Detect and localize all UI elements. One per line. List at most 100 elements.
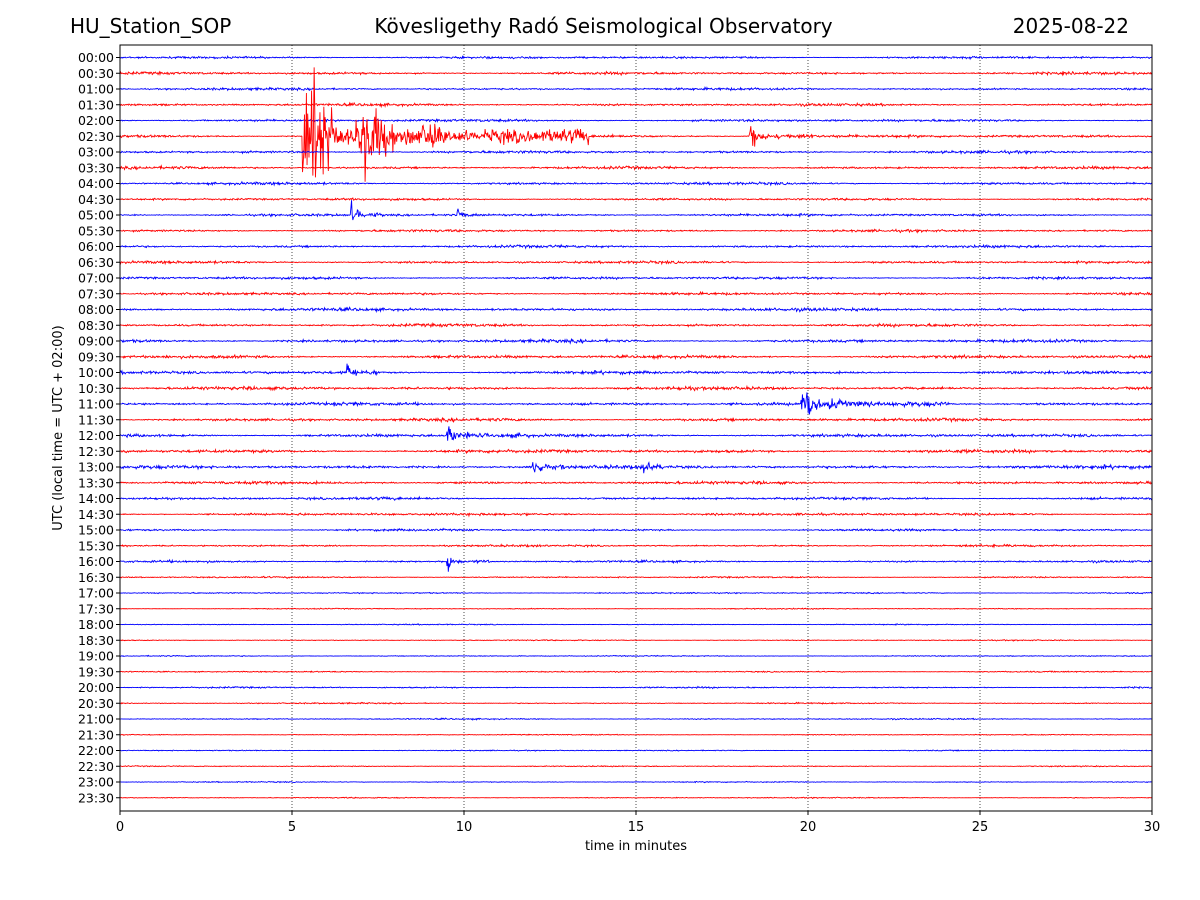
y-tick-label: 19:00 (78, 649, 114, 664)
trace-1930 (119, 670, 1153, 674)
trace-0630 (119, 259, 1153, 266)
y-tick-label: 12:00 (78, 428, 114, 443)
y-tick-label: 17:30 (78, 601, 114, 616)
y-tick-label: 22:30 (78, 759, 114, 774)
x-tick-label: 5 (288, 820, 296, 835)
y-tick-label: 02:30 (78, 129, 114, 144)
y-tick-label: 00:00 (78, 50, 114, 65)
y-tick-label: 13:00 (78, 460, 114, 475)
x-tick-label: 0 (116, 820, 124, 835)
y-tick-label: 05:00 (78, 208, 114, 223)
x-tick-label: 25 (972, 820, 989, 835)
trace-0230 (119, 67, 1153, 182)
trace-1730 (119, 607, 1153, 611)
x-axis-label: time in minutes (585, 839, 687, 854)
trace-0500 (119, 200, 1153, 221)
trace-2030 (119, 701, 1153, 705)
trace-0600 (119, 243, 1153, 250)
y-tick-label: 10:30 (78, 381, 114, 396)
y-tick-label: 21:00 (78, 712, 114, 727)
y-tick-label: 09:00 (78, 334, 114, 349)
y-tick-label: 16:30 (78, 570, 114, 585)
trace-1700 (119, 591, 1153, 595)
y-tick-label: 10:00 (78, 365, 114, 380)
y-tick-label: 23:00 (78, 775, 114, 790)
trace-0530 (119, 228, 1153, 234)
trace-1200 (119, 426, 1153, 441)
trace-1800 (119, 623, 1153, 626)
trace-2200 (119, 749, 1153, 752)
trace-0730 (119, 290, 1153, 297)
trace-0330 (119, 164, 1153, 171)
y-tick-label: 18:00 (78, 617, 114, 632)
x-axis: 0 5 10 15 20 25 30 (116, 811, 1160, 835)
trace-0030 (119, 70, 1153, 77)
y-tick-label: 03:30 (78, 160, 114, 175)
y-tick-label: 02:00 (78, 113, 114, 128)
x-tick-label: 20 (800, 820, 817, 835)
x-tick-label: 10 (456, 820, 473, 835)
y-tick-label: 05:30 (78, 223, 114, 238)
y-tick-label: 11:00 (78, 397, 114, 412)
y-tick-label: 01:30 (78, 97, 114, 112)
plot-background (120, 45, 1152, 811)
y-tick-label: 00:30 (78, 66, 114, 81)
y-tick-label: 20:30 (78, 696, 114, 711)
trace-0100 (119, 86, 1153, 92)
y-tick-label: 20:00 (78, 680, 114, 695)
y-tick-label: 23:30 (78, 790, 114, 805)
chart-title: Kövesligethy Radó Seismological Observat… (374, 14, 833, 38)
y-tick-label: 03:00 (78, 145, 114, 160)
station-name: HU_Station_SOP (70, 14, 232, 38)
trace-1900 (119, 654, 1153, 658)
y-tick-label: 18:30 (78, 633, 114, 648)
y-axis-label: UTC (local time = UTC + 02:00) (51, 325, 66, 530)
y-tick-label: 04:30 (78, 192, 114, 207)
trace-1630 (119, 575, 1153, 579)
y-axis: 00:0000:3001:0001:3002:0002:3003:0003:30… (78, 50, 120, 805)
trace-2300 (119, 780, 1153, 784)
trace-0130 (119, 101, 1153, 109)
y-tick-label: 13:30 (78, 475, 114, 490)
y-tick-label: 12:30 (78, 444, 114, 459)
trace-0700 (119, 275, 1153, 281)
trace-2000 (119, 685, 1153, 690)
y-tick-label: 06:30 (78, 255, 114, 270)
y-tick-label: 15:30 (78, 538, 114, 553)
trace-0430 (119, 197, 1153, 202)
trace-2330 (119, 796, 1153, 800)
trace-2100 (119, 717, 1153, 721)
y-tick-label: 19:30 (78, 664, 114, 679)
trace-0200 (119, 118, 1153, 123)
trace-0900 (119, 337, 1153, 345)
y-tick-label: 15:00 (78, 523, 114, 538)
trace-1600 (119, 557, 1153, 572)
trace-1000 (119, 363, 1153, 377)
trace-0830 (119, 322, 1153, 329)
y-tick-label: 01:00 (78, 82, 114, 97)
traces (119, 55, 1153, 800)
trace-2230 (119, 764, 1153, 768)
y-tick-label: 14:30 (78, 507, 114, 522)
trace-1400 (119, 495, 1153, 502)
y-tick-label: 22:00 (78, 743, 114, 758)
y-tick-label: 17:00 (78, 586, 114, 601)
trace-0930 (119, 353, 1153, 361)
trace-1830 (119, 639, 1153, 642)
trace-1500 (119, 527, 1153, 533)
trace-1100 (119, 392, 1153, 415)
trace-1530 (119, 543, 1153, 549)
trace-1030 (119, 384, 1153, 392)
trace-0000 (119, 55, 1153, 61)
y-tick-label: 21:30 (78, 727, 114, 742)
y-tick-label: 07:30 (78, 286, 114, 301)
y-tick-label: 14:00 (78, 491, 114, 506)
y-tick-label: 04:00 (78, 176, 114, 191)
trace-1230 (119, 447, 1153, 455)
y-tick-label: 06:00 (78, 239, 114, 254)
trace-1300 (119, 461, 1153, 474)
trace-1430 (119, 511, 1153, 518)
chart-date: 2025-08-22 (1012, 14, 1129, 38)
y-tick-label: 09:30 (78, 349, 114, 364)
